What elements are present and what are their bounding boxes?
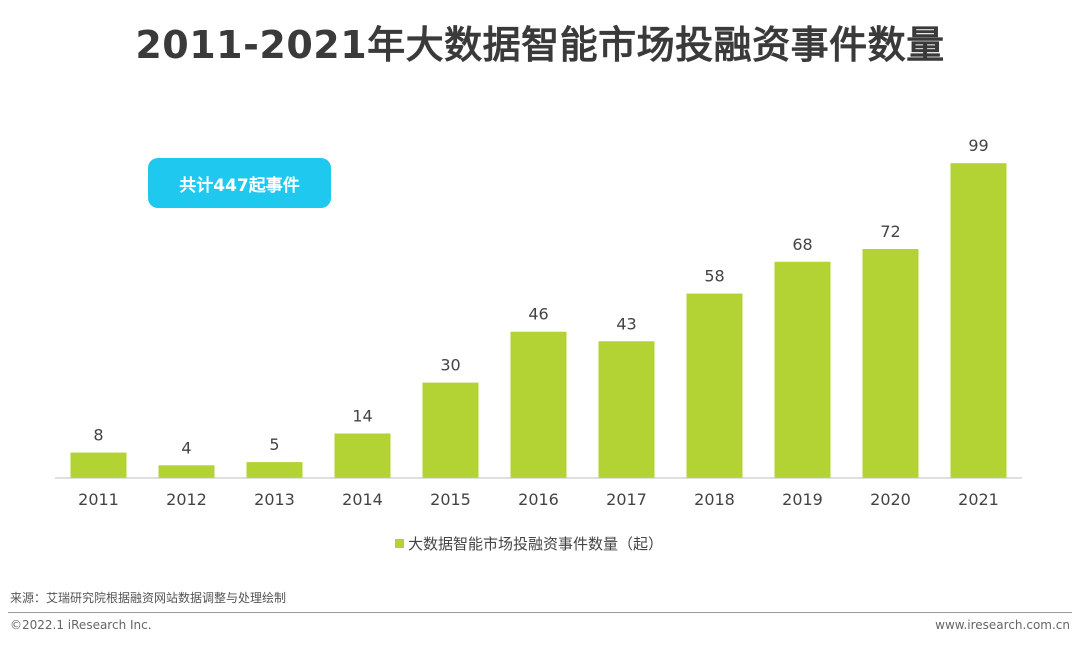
chart-title: 2011-2021年大数据智能市场投融资事件数量 [135, 23, 945, 67]
data-label-2021: 99 [968, 136, 988, 155]
data-label-2011: 8 [93, 426, 103, 445]
x-tick-label-2020: 2020 [870, 490, 911, 509]
bar-2012 [158, 465, 215, 478]
data-label-2019: 68 [792, 235, 812, 254]
bar-2019 [774, 261, 831, 478]
data-label-2012: 4 [181, 438, 191, 457]
bar-2013 [246, 462, 303, 478]
x-tick-label-2014: 2014 [342, 490, 383, 509]
x-tick-label-2015: 2015 [430, 490, 471, 509]
bar-2017 [598, 341, 655, 478]
data-label-2016: 46 [528, 305, 548, 324]
legend-label: 大数据智能市场投融资事件数量（起） [408, 535, 663, 553]
data-label-2018: 58 [704, 267, 724, 286]
x-tick-label-2011: 2011 [78, 490, 119, 509]
x-tick-label-2017: 2017 [606, 490, 647, 509]
x-tick-label-2016: 2016 [518, 490, 559, 509]
total-events-badge: 共计447起事件 [148, 158, 331, 208]
source-note: 来源：艾瑞研究院根据融资网站数据调整与处理绘制 [10, 591, 287, 605]
x-tick-label-2012: 2012 [166, 490, 207, 509]
data-label-2013: 5 [269, 435, 279, 454]
copyright-text: ©2022.1 iResearch Inc. [10, 618, 152, 632]
footer-divider [8, 612, 1072, 613]
bar-chart: 8 4 5 14 30 46 43 58 68 72 99 2011 2012 2013 2014 2015… [55, 136, 1022, 553]
website-url: www.iresearch.com.cn [935, 618, 1070, 632]
x-tick-label-2019: 2019 [782, 490, 823, 509]
data-label-2015: 30 [440, 356, 460, 375]
bar-2011 [70, 452, 127, 478]
x-tick-label-2018: 2018 [694, 490, 735, 509]
x-tick-label-2013: 2013 [254, 490, 295, 509]
bar-2014 [334, 433, 391, 478]
data-label-2020: 72 [880, 222, 900, 241]
bar-2021 [950, 163, 1007, 478]
bar-2020 [862, 249, 919, 478]
data-label-2014: 14 [352, 406, 372, 425]
data-label-2017: 43 [616, 314, 636, 333]
bar-2016 [510, 331, 567, 478]
bar-2015 [422, 382, 479, 478]
x-tick-label-2021: 2021 [958, 490, 999, 509]
bar-2018 [686, 293, 743, 478]
legend-swatch [395, 539, 404, 548]
